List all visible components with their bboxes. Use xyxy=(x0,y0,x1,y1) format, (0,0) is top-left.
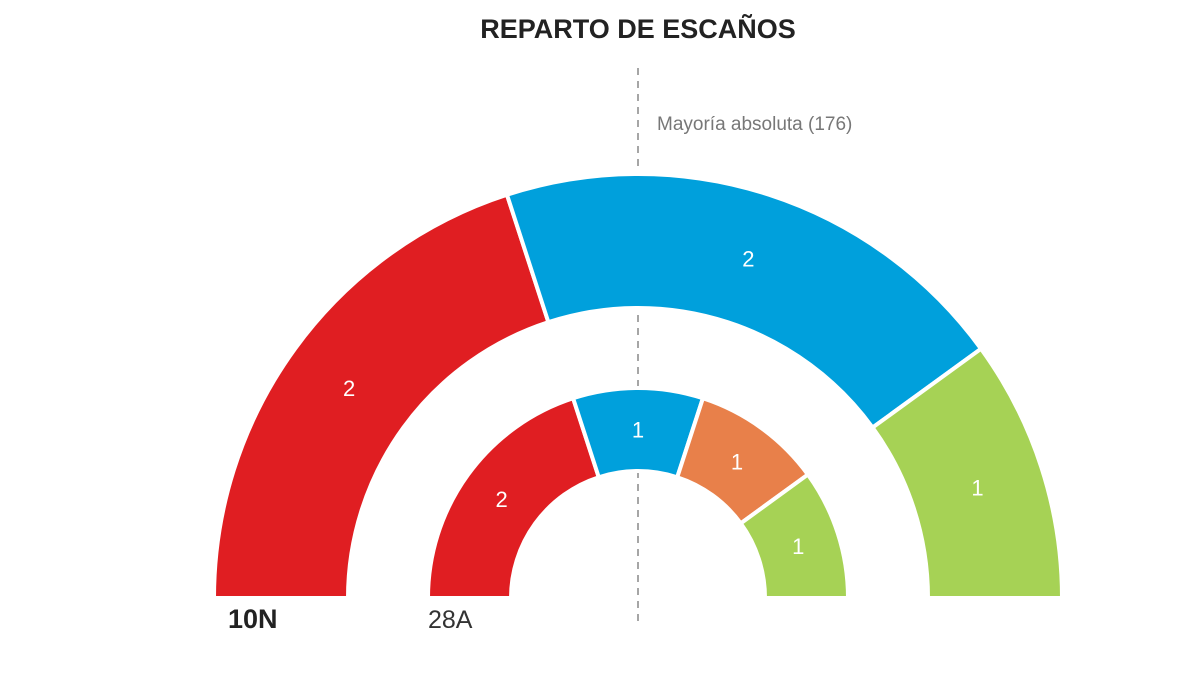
seat-segment-10N-0 xyxy=(211,192,551,600)
seat-segment-28A-3 xyxy=(737,471,851,600)
seat-count-label-10N-1: 2 xyxy=(742,246,754,271)
seat-segment-10N-2 xyxy=(869,345,1065,600)
ring-label-28a: 28A xyxy=(428,606,473,634)
seat-count-label-28A-2: 1 xyxy=(731,450,743,475)
seat-segment-28A-0 xyxy=(425,395,602,600)
seat-count-label-28A-3: 1 xyxy=(792,534,804,559)
seat-count-label-28A-1: 1 xyxy=(632,418,644,443)
seat-count-label-10N-0: 2 xyxy=(343,376,355,401)
majority-label: Mayoría absoluta (176) xyxy=(657,114,852,135)
ring-label-10n: 10N xyxy=(228,604,278,634)
seat-segment-10N-1 xyxy=(504,172,984,431)
chart-title: REPARTO DE ESCAÑOS xyxy=(480,14,796,44)
seat-count-label-10N-2: 1 xyxy=(971,476,983,501)
seat-count-label-28A-0: 2 xyxy=(496,487,508,512)
